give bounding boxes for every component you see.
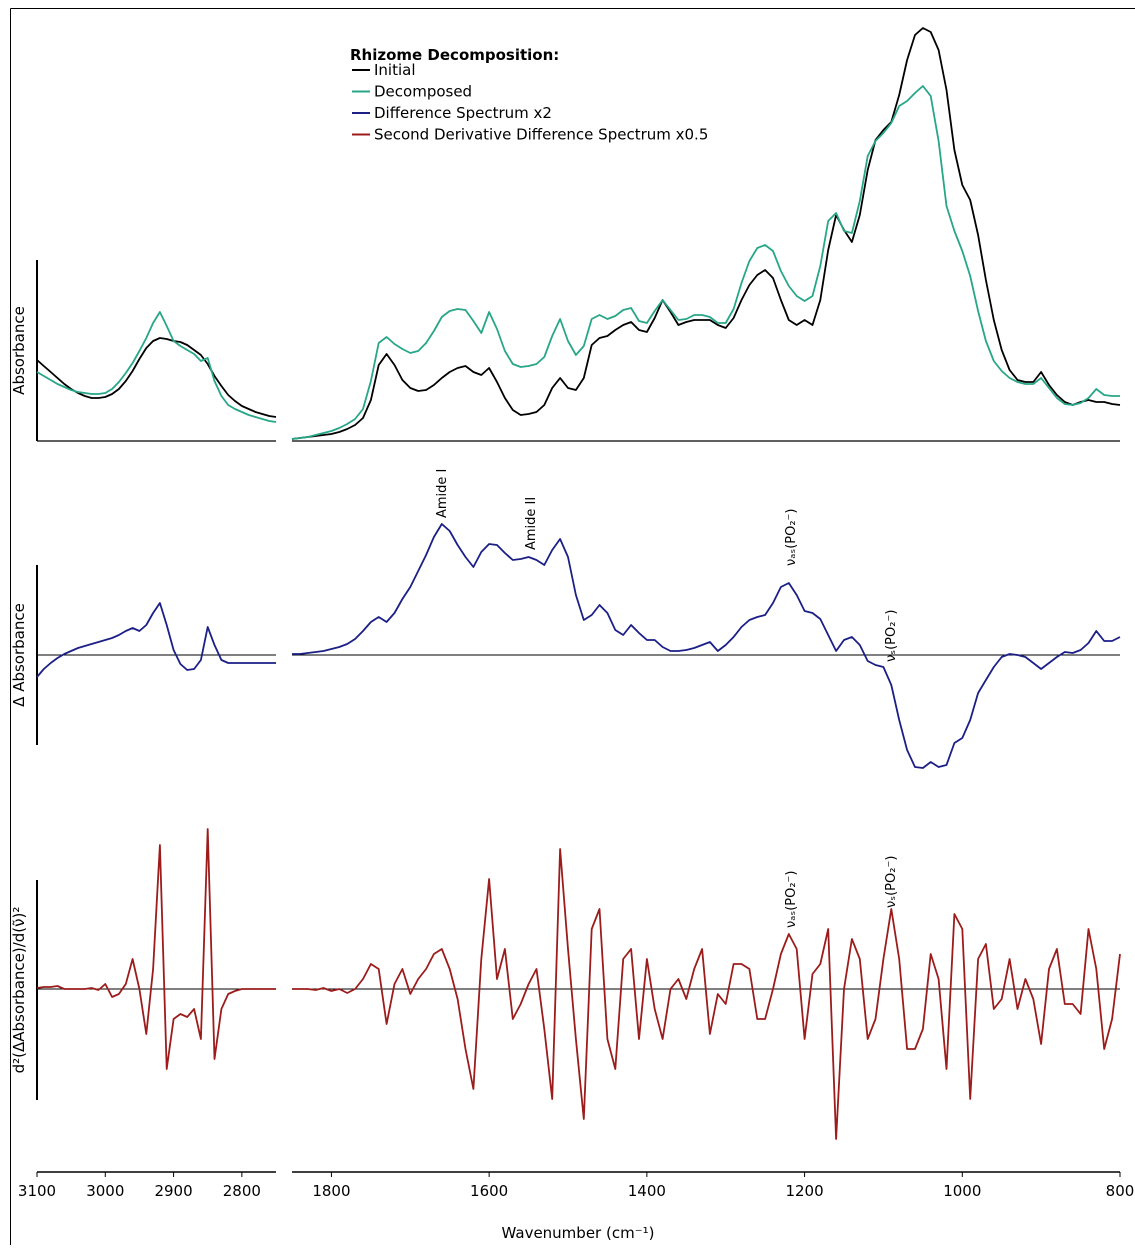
x-tick-label: 1600 xyxy=(470,1182,508,1200)
x-tick-label: 1800 xyxy=(312,1182,350,1200)
x-tick-label: 2800 xyxy=(223,1182,261,1200)
series-line xyxy=(292,523,1121,769)
series-line xyxy=(291,27,1121,440)
x-tick-label: 1200 xyxy=(785,1182,823,1200)
y-axis-label: d²(ΔAbsorbance)/d(ν̃)² xyxy=(10,907,28,1074)
x-tick-label: 1400 xyxy=(628,1182,666,1200)
series-line xyxy=(292,848,1121,1140)
series-line xyxy=(36,311,277,423)
series-line xyxy=(36,337,277,418)
legend-label: Decomposed xyxy=(374,83,472,101)
x-tick-label: 2900 xyxy=(154,1182,192,1200)
legend-label: Difference Spectrum x2 xyxy=(374,104,552,122)
x-tick-label: 3100 xyxy=(18,1182,56,1200)
annotation: Amide II xyxy=(524,497,539,550)
x-tick-label: 1000 xyxy=(943,1182,981,1200)
series-line xyxy=(291,85,1120,440)
legend-title: Rhizome Decomposition: xyxy=(350,46,559,64)
annotation: νₛ(PO₂⁻) xyxy=(884,856,899,908)
legend-label: Second Derivative Difference Spectrum x0… xyxy=(374,126,708,144)
y-axis-label: Absorbance xyxy=(10,306,28,395)
x-axis-label: Wavenumber (cm⁻¹) xyxy=(502,1224,655,1242)
annotation: νₐₛ(PO₂⁻) xyxy=(784,871,799,929)
x-tick-label: 3000 xyxy=(86,1182,124,1200)
annotation: νₐₛ(PO₂⁻) xyxy=(784,509,799,567)
series-line xyxy=(36,602,276,678)
series-line xyxy=(36,828,276,1070)
legend-label: Initial xyxy=(374,61,416,79)
x-tick-label: 800 xyxy=(1106,1182,1135,1200)
y-axis-label: Δ Absorbance xyxy=(10,603,28,707)
annotation: νₛ(PO₂⁻) xyxy=(884,610,899,662)
annotation: Amide I xyxy=(435,469,450,518)
